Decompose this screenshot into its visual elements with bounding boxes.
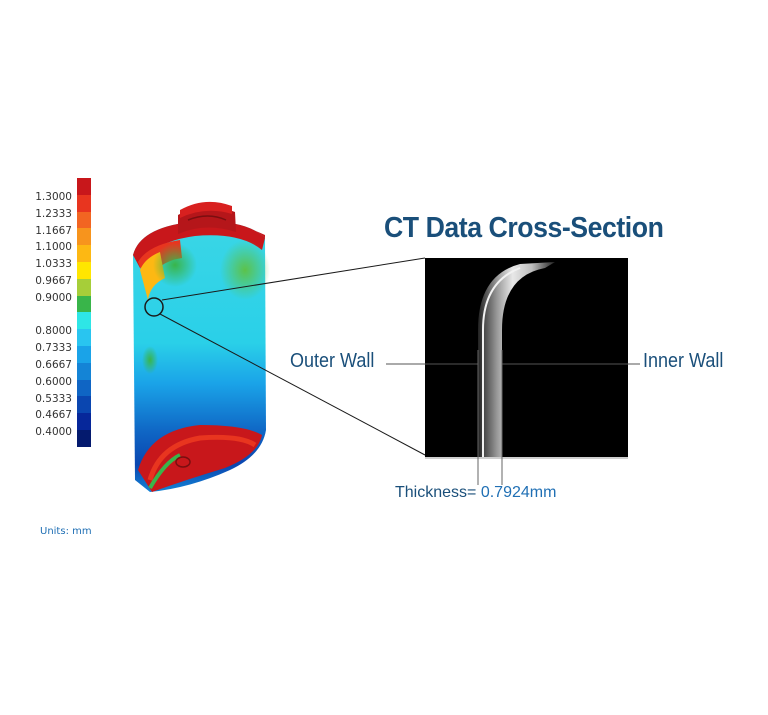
legend-swatch <box>77 346 91 363</box>
legend-swatch <box>77 329 91 347</box>
legend-swatch <box>77 312 91 330</box>
thickness-prefix: Thickness= <box>395 484 477 501</box>
legend-swatch <box>77 396 91 414</box>
cylinder-neck <box>178 206 236 234</box>
legend-swatch <box>77 413 91 431</box>
leader-line-bottom <box>159 313 426 456</box>
legend-swatch <box>77 278 91 296</box>
legend-swatch <box>77 228 91 246</box>
ct-title: CT Data Cross-Section <box>384 212 664 244</box>
legend-swatch <box>77 245 91 263</box>
thickness-readout: Thickness= 0.7924mm <box>395 484 556 502</box>
legend-label: 1.2333 <box>35 207 72 220</box>
cylinder-top-rim <box>133 221 265 268</box>
detail-circle <box>144 297 164 317</box>
legend-swatch <box>77 379 91 397</box>
legend-label: 0.6667 <box>35 359 72 371</box>
legend-label: 0.5333 <box>35 392 72 405</box>
leader-line-top <box>161 257 426 301</box>
part-heatmap-model <box>133 201 270 493</box>
legend-label: 0.9667 <box>35 275 72 287</box>
legend-label: 0.4000 <box>35 426 72 439</box>
legend-label: 0.7333 <box>35 342 72 355</box>
legend-label: 1.3000 <box>35 191 72 203</box>
legend-label: 1.0333 <box>35 258 72 271</box>
legend-swatch <box>77 295 91 313</box>
ct-cross-section-image <box>425 258 628 459</box>
legend-swatch <box>77 178 91 195</box>
thickness-value: 0.7924mm <box>480 484 557 501</box>
legend-label: 1.1667 <box>35 224 72 237</box>
legend-label: 1.1000 <box>35 241 72 254</box>
legend-label: 0.6000 <box>35 375 72 388</box>
legend-swatch <box>77 262 91 279</box>
outer-wall-label: Outer Wall <box>290 350 375 372</box>
legend-label: 0.8000 <box>35 325 72 338</box>
legend-units: Units: mm <box>40 526 92 537</box>
cylinder-bottom-rim <box>138 425 262 492</box>
legend-swatch <box>77 194 91 212</box>
legend-swatch <box>77 430 91 447</box>
legend-label: 0.9000 <box>35 291 72 304</box>
legend-label: 0.4667 <box>35 409 72 422</box>
legend-swatch <box>77 211 91 229</box>
legend-swatch <box>77 362 91 380</box>
inner-wall-label: Inner Wall <box>643 350 724 372</box>
